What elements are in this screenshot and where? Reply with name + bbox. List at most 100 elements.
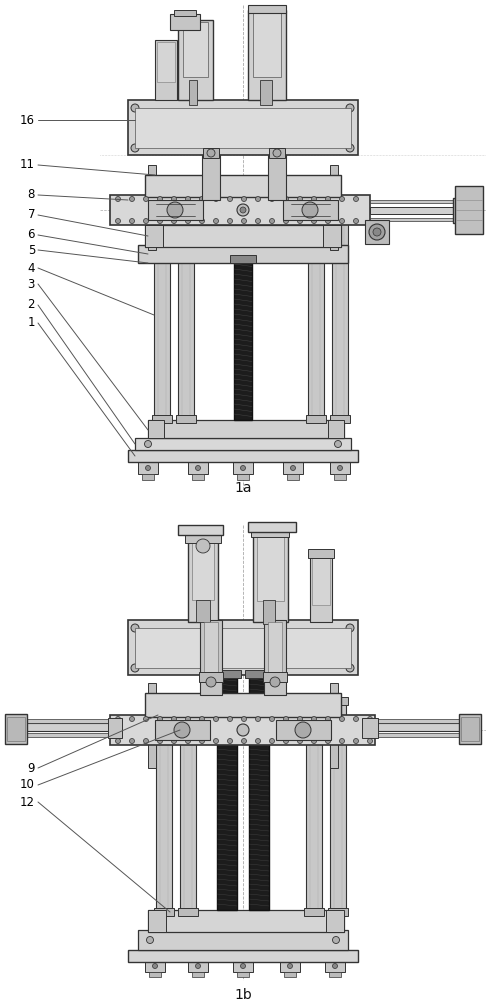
- Bar: [304, 697, 324, 705]
- Circle shape: [129, 716, 135, 722]
- Circle shape: [116, 219, 121, 224]
- Text: 1: 1: [28, 316, 35, 330]
- Bar: [135, 628, 351, 668]
- Bar: [251, 529, 289, 537]
- Bar: [330, 462, 350, 474]
- Circle shape: [129, 219, 135, 224]
- Bar: [376, 719, 466, 723]
- Bar: [148, 910, 166, 932]
- Circle shape: [227, 716, 232, 722]
- Bar: [156, 700, 172, 912]
- Circle shape: [369, 224, 385, 240]
- Bar: [253, 12, 281, 77]
- Bar: [22, 719, 110, 723]
- Circle shape: [116, 738, 121, 744]
- Bar: [248, 522, 296, 532]
- Circle shape: [346, 104, 354, 112]
- Circle shape: [186, 196, 191, 202]
- Circle shape: [146, 936, 154, 944]
- Bar: [312, 557, 330, 605]
- Bar: [328, 908, 348, 916]
- Circle shape: [174, 722, 190, 738]
- Bar: [152, 415, 172, 423]
- Circle shape: [312, 716, 316, 722]
- Circle shape: [144, 440, 152, 448]
- Bar: [329, 972, 341, 977]
- Bar: [148, 420, 344, 438]
- Bar: [202, 155, 220, 200]
- Bar: [138, 930, 348, 950]
- Bar: [188, 540, 218, 622]
- Bar: [128, 950, 358, 962]
- Circle shape: [186, 219, 191, 224]
- Bar: [455, 186, 483, 234]
- Bar: [142, 474, 154, 480]
- Bar: [188, 960, 208, 972]
- Circle shape: [195, 964, 201, 968]
- Bar: [264, 620, 286, 695]
- Circle shape: [157, 738, 162, 744]
- Bar: [268, 155, 286, 200]
- Circle shape: [312, 196, 316, 202]
- Bar: [269, 148, 285, 158]
- Bar: [328, 697, 348, 705]
- Bar: [370, 218, 455, 221]
- Bar: [248, 10, 286, 100]
- Bar: [217, 675, 237, 910]
- Bar: [263, 600, 275, 624]
- Circle shape: [237, 204, 249, 216]
- Bar: [22, 723, 110, 731]
- Bar: [128, 450, 358, 462]
- Circle shape: [157, 219, 162, 224]
- Circle shape: [237, 724, 249, 736]
- Bar: [330, 415, 350, 423]
- Circle shape: [283, 219, 289, 224]
- Circle shape: [242, 219, 246, 224]
- Bar: [154, 210, 170, 420]
- Bar: [145, 225, 163, 247]
- Circle shape: [256, 738, 260, 744]
- Bar: [199, 672, 223, 682]
- Circle shape: [283, 738, 289, 744]
- Circle shape: [353, 738, 359, 744]
- Bar: [237, 474, 249, 480]
- Circle shape: [199, 219, 205, 224]
- Circle shape: [326, 716, 330, 722]
- Bar: [155, 40, 177, 100]
- Bar: [108, 718, 122, 738]
- Bar: [183, 22, 208, 77]
- Bar: [148, 420, 164, 438]
- Bar: [237, 972, 249, 977]
- Circle shape: [241, 964, 245, 968]
- Bar: [128, 620, 358, 675]
- Bar: [362, 718, 378, 738]
- Circle shape: [172, 716, 176, 722]
- Circle shape: [273, 149, 281, 157]
- Circle shape: [199, 738, 205, 744]
- Circle shape: [199, 196, 205, 202]
- Bar: [176, 415, 196, 423]
- Circle shape: [346, 624, 354, 632]
- Bar: [145, 225, 341, 247]
- Bar: [330, 683, 338, 768]
- Bar: [148, 200, 203, 220]
- Bar: [200, 620, 222, 695]
- Text: 2: 2: [28, 298, 35, 312]
- Bar: [135, 108, 351, 148]
- Circle shape: [332, 936, 340, 944]
- Bar: [376, 723, 466, 731]
- Bar: [230, 255, 256, 263]
- Bar: [128, 100, 358, 155]
- Circle shape: [199, 716, 205, 722]
- Bar: [135, 438, 351, 450]
- Bar: [461, 717, 479, 741]
- Bar: [157, 42, 175, 82]
- Circle shape: [326, 738, 330, 744]
- Bar: [7, 717, 25, 741]
- Bar: [148, 683, 156, 768]
- Text: 11: 11: [20, 158, 35, 172]
- Bar: [257, 536, 284, 601]
- Bar: [180, 700, 196, 912]
- Text: 16: 16: [20, 113, 35, 126]
- Bar: [323, 225, 341, 247]
